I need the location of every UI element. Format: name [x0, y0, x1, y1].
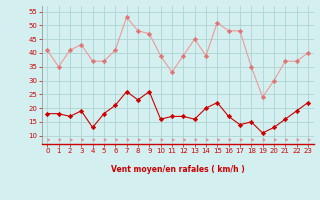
X-axis label: Vent moyen/en rafales ( km/h ): Vent moyen/en rafales ( km/h )	[111, 165, 244, 174]
